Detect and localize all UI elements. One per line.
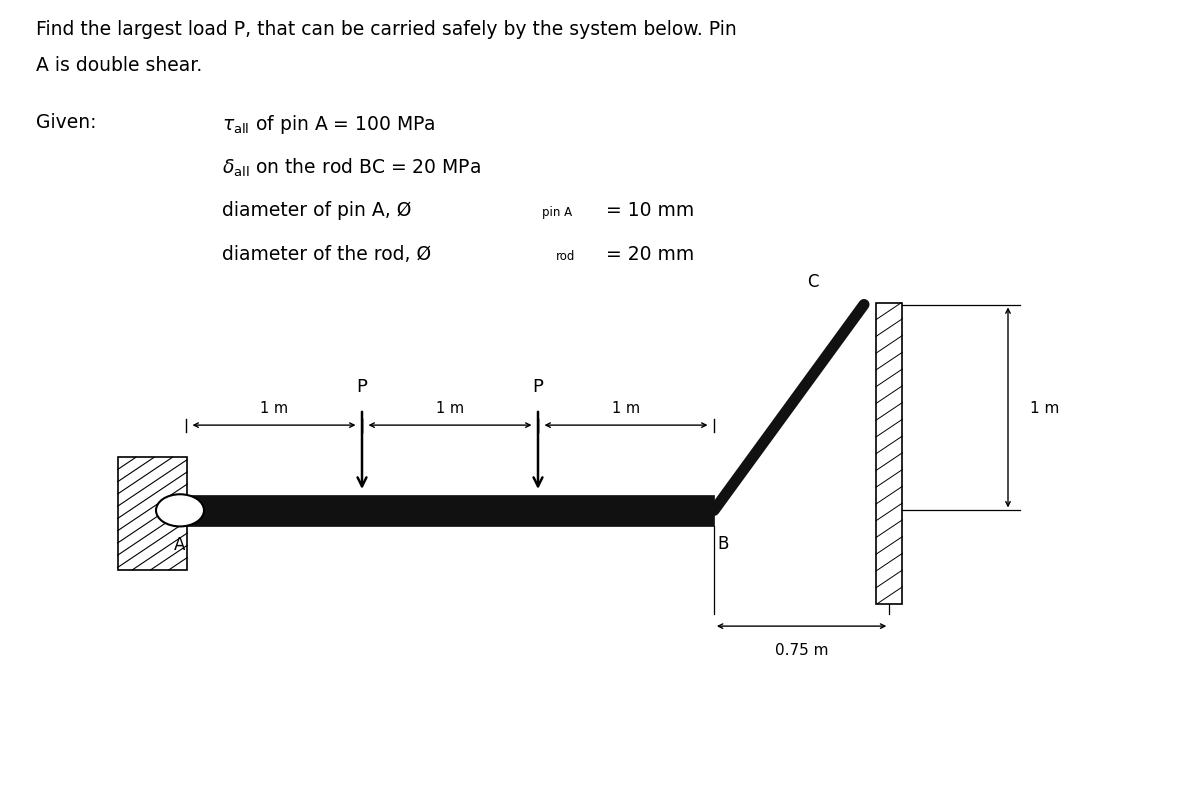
Text: diameter of the rod, Ø: diameter of the rod, Ø <box>222 245 431 264</box>
Text: = 20 mm: = 20 mm <box>600 245 695 264</box>
Text: A is double shear.: A is double shear. <box>36 56 203 75</box>
Text: = 10 mm: = 10 mm <box>600 201 695 220</box>
Text: P: P <box>356 377 367 395</box>
Text: $\delta_\mathrm{all}$ on the rod BC = 20 MPa: $\delta_\mathrm{all}$ on the rod BC = 20… <box>222 157 481 179</box>
Text: pin A: pin A <box>542 206 572 218</box>
Text: 1 m: 1 m <box>436 400 464 415</box>
Polygon shape <box>876 304 902 604</box>
Text: 0.75 m: 0.75 m <box>775 642 828 658</box>
Text: $\tau_\mathrm{all}$ of pin A = 100 MPa: $\tau_\mathrm{all}$ of pin A = 100 MPa <box>222 112 436 136</box>
Text: 1 m: 1 m <box>1030 401 1058 415</box>
Text: Given:: Given: <box>36 112 96 132</box>
Text: A: A <box>174 536 185 553</box>
Polygon shape <box>118 458 187 570</box>
Text: rod: rod <box>556 250 575 263</box>
Text: Find the largest load P, that can be carried safely by the system below. Pin: Find the largest load P, that can be car… <box>36 20 737 39</box>
Text: P: P <box>533 377 544 395</box>
Text: diameter of pin A, Ø: diameter of pin A, Ø <box>222 201 412 220</box>
Text: C: C <box>808 273 820 291</box>
Text: 1 m: 1 m <box>260 400 288 415</box>
Text: 1 m: 1 m <box>612 400 640 415</box>
Polygon shape <box>186 495 714 526</box>
Circle shape <box>156 495 204 527</box>
Text: B: B <box>718 534 728 552</box>
